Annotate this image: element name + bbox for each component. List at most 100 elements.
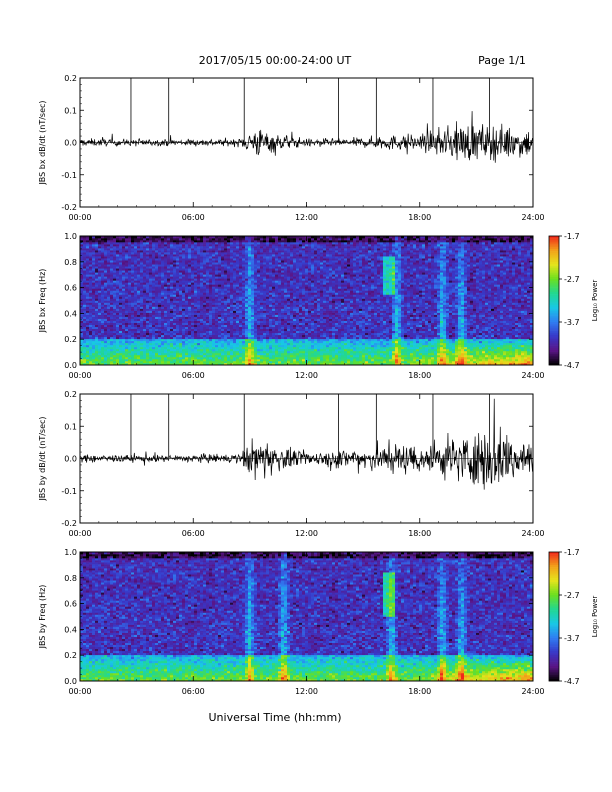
- spectrogram-cell: [287, 315, 290, 317]
- spectrogram-cell: [293, 288, 296, 290]
- spectrogram-cell: [233, 246, 236, 248]
- spectrogram-cell: [248, 337, 251, 339]
- spectrogram-cell: [284, 305, 287, 307]
- spectrogram-cell: [83, 317, 86, 319]
- spectrogram-cell: [107, 286, 110, 288]
- spectrogram-cell: [233, 248, 236, 250]
- spectrogram-cell: [113, 301, 116, 303]
- spectrogram-cell: [134, 252, 137, 254]
- spectrogram-cell: [254, 290, 257, 292]
- spectrogram-cell: [266, 333, 269, 335]
- spectrogram-cell: [149, 347, 152, 349]
- spectrogram-cell: [161, 311, 164, 313]
- spectrogram-cell: [89, 258, 92, 260]
- spectrogram-cell: [110, 303, 113, 305]
- spectrogram-cell: [107, 294, 110, 296]
- spectrogram-cell: [140, 288, 143, 290]
- spectrogram-cell: [248, 284, 251, 286]
- spectrogram-cell: [293, 361, 296, 363]
- spectrogram-cell: [257, 351, 260, 353]
- spectrogram-cell: [221, 260, 224, 262]
- spectrogram-cell: [254, 298, 257, 300]
- spectrogram-cell: [269, 303, 272, 305]
- spectrogram-cell: [143, 311, 146, 313]
- spectrogram-cell: [257, 343, 260, 345]
- spectrogram-cell: [83, 292, 86, 294]
- spectrogram-cell: [146, 268, 149, 270]
- spectrogram-cell: [254, 347, 257, 349]
- spectrogram-cell: [110, 246, 113, 248]
- spectrogram-cell: [140, 278, 143, 280]
- spectrogram-cell: [143, 280, 146, 282]
- spectrogram-cell: [251, 238, 254, 240]
- spectrogram-cell: [170, 333, 173, 335]
- spectrogram-cell: [305, 244, 308, 246]
- spectrogram-cell: [266, 272, 269, 274]
- spectrogram-cell: [209, 347, 212, 349]
- spectrogram-cell: [116, 244, 119, 246]
- spectrogram-cell: [116, 262, 119, 264]
- spectrogram-cell: [248, 294, 251, 296]
- spectrogram-cell: [143, 282, 146, 284]
- spectrogram-cell: [272, 292, 275, 294]
- spectrogram-cell: [152, 315, 155, 317]
- spectrogram-cell: [245, 345, 248, 347]
- spectrogram-cell: [209, 317, 212, 319]
- spectrogram-cell: [197, 359, 200, 361]
- spectrogram-cell: [272, 278, 275, 280]
- spectrogram-cell: [179, 272, 182, 274]
- spectrogram-cell: [302, 256, 305, 258]
- spectrogram-cell: [284, 282, 287, 284]
- spectrogram-cell: [224, 258, 227, 260]
- spectrogram-cell: [296, 315, 299, 317]
- spectrogram-cell: [149, 353, 152, 355]
- spectrogram-cell: [116, 357, 119, 359]
- spectrogram-cell: [86, 313, 89, 315]
- spectrogram-cell: [170, 260, 173, 262]
- spectrogram-cell: [179, 301, 182, 303]
- spectrogram-cell: [302, 343, 305, 345]
- spectrogram-cell: [95, 329, 98, 331]
- spectrogram-cell: [242, 323, 245, 325]
- spectrogram-cell: [116, 323, 119, 325]
- spectrogram-cell: [227, 315, 230, 317]
- spectrogram-cell: [101, 276, 104, 278]
- spectrogram-cell: [83, 266, 86, 268]
- spectrogram-cell: [266, 268, 269, 270]
- spectrogram-cell: [149, 260, 152, 262]
- spectrogram-cell: [161, 301, 164, 303]
- spectrogram-cell: [104, 361, 107, 363]
- spectrogram-cell: [170, 242, 173, 244]
- spectrogram-cell: [269, 240, 272, 242]
- spectrogram-cell: [242, 343, 245, 345]
- spectrogram-cell: [251, 286, 254, 288]
- spectrogram-cell: [209, 272, 212, 274]
- spectrogram-cell: [251, 270, 254, 272]
- spectrogram-cell: [215, 349, 218, 351]
- spectrogram-cell: [257, 238, 260, 240]
- spectrogram-cell: [284, 274, 287, 276]
- spectrogram-cell: [191, 337, 194, 339]
- spectrogram-cell: [224, 303, 227, 305]
- spectrogram-cell: [245, 325, 248, 327]
- spectrogram-cell: [209, 309, 212, 311]
- spectrogram-cell: [224, 355, 227, 357]
- spectrogram-cell: [104, 238, 107, 240]
- spectrogram-cell: [161, 278, 164, 280]
- spectrogram-cell: [146, 246, 149, 248]
- spectrogram-cell: [299, 315, 302, 317]
- spectrogram-cell: [83, 307, 86, 309]
- spectrogram-cell: [146, 307, 149, 309]
- spectrogram-cell: [251, 301, 254, 303]
- spectrogram-cell: [98, 286, 101, 288]
- spectrogram-cell: [179, 355, 182, 357]
- spectrogram-cell: [176, 339, 179, 341]
- spectrogram-cell: [308, 313, 311, 315]
- spectrogram-cell: [197, 323, 200, 325]
- spectrogram-cell: [110, 353, 113, 355]
- spectrogram-cell: [107, 361, 110, 363]
- spectrogram-cell: [257, 246, 260, 248]
- spectrogram-cell: [170, 347, 173, 349]
- spectrogram-cell: [212, 303, 215, 305]
- spectrogram-cell: [122, 292, 125, 294]
